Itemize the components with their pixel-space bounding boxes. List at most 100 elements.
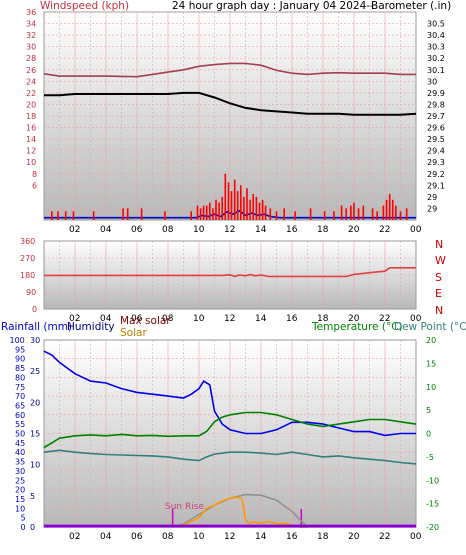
barometer-tick-label: 30.5 (427, 20, 445, 29)
gust-bar (224, 173, 227, 220)
gust-bar (190, 211, 192, 220)
temperature-tick-label: -10 (426, 476, 439, 485)
x-tick-label: 16 (286, 225, 298, 235)
x-tick-label: 22 (379, 532, 390, 542)
direction-tick-label: 0 (32, 305, 37, 314)
series-gust (43, 62, 416, 78)
gust-bar (122, 208, 124, 220)
x-tick-label: 10 (193, 225, 205, 235)
gust-bar (164, 211, 166, 220)
gust-bar (376, 211, 378, 220)
x-tick-label: 08 (162, 532, 174, 542)
gust-bar (230, 191, 233, 220)
temperature-tick-label: -15 (426, 500, 439, 509)
compass-w: W (435, 254, 446, 267)
x-tick-label: 14 (255, 532, 267, 542)
barometer-tick-label: 29.9 (427, 89, 445, 98)
x-tick-label: 12 (224, 314, 235, 324)
gust-bar (218, 202, 220, 220)
barometer-axis-title: Barometer (.in) (371, 0, 451, 12)
x-tick-label: 02 (69, 532, 80, 542)
x-tick-label: 00 (410, 225, 422, 235)
barometer-tick-label: 29.8 (427, 100, 445, 109)
x-tick-label: 08 (162, 225, 174, 235)
gust-bar (382, 205, 385, 220)
x-tick-label: 00 (410, 314, 422, 324)
direction-tick-label: 180 (20, 271, 35, 280)
barometer-tick-label: 30.4 (427, 31, 445, 40)
temperature-tick-label: -20 (426, 523, 439, 532)
x-tick-label: 06 (131, 532, 143, 542)
barometer-tick-label: 29.6 (427, 124, 445, 133)
temperature-tick-label: 15 (426, 359, 436, 368)
rainfall-tick-label: 75 (15, 383, 25, 392)
series-dew-point (43, 449, 417, 465)
barometer-tick-label: 29.3 (427, 158, 445, 167)
windspeed-tick-label: 30 (26, 43, 36, 52)
x-tick-label: 02 (69, 225, 80, 235)
direction-tick-label: 270 (20, 254, 35, 263)
barometer-tick-label: 29 (427, 204, 437, 213)
gust-bar (269, 208, 272, 220)
windspeed-tick-label: 24 (26, 77, 36, 86)
gust-bar (92, 211, 95, 220)
solar-tick-label: 20 (30, 398, 40, 407)
gust-bar (255, 196, 258, 220)
gust-bar (264, 205, 267, 220)
gust-bar (399, 211, 402, 220)
windspeed-tick-label: 32 (26, 31, 36, 40)
rainfall-tick-label: 55 (15, 420, 25, 429)
windspeed-tick-label: 34 (26, 20, 36, 29)
series-windspeed (44, 209, 416, 219)
rainfall-tick-label: 90 (15, 355, 25, 364)
gust-bar (371, 208, 374, 220)
windspeed-tick-label: 10 (26, 158, 36, 167)
gust-bar (126, 208, 129, 220)
humidity-axis-title: Humidity (67, 321, 115, 333)
compass-n-top: N (435, 238, 443, 251)
rainfall-tick-label: 40 (15, 448, 25, 457)
gust-bar (236, 191, 239, 220)
windspeed-tick-label: 28 (26, 54, 36, 63)
x-tick-label: 12 (224, 225, 235, 235)
solar-tick-label: 15 (30, 430, 40, 439)
rainfall-tick-label: 70 (15, 392, 25, 401)
gust-bar (388, 194, 391, 220)
gust-bar (221, 196, 223, 220)
windspeed-tick-label: 18 (26, 112, 36, 121)
rainfall-tick-label: 20 (15, 486, 25, 495)
rainfall-tick-label: 50 (15, 430, 25, 439)
series-max-solar (172, 493, 309, 528)
x-tick-label: 20 (348, 314, 360, 324)
x-tick-label: 06 (131, 225, 143, 235)
gust-bar (215, 199, 217, 220)
rainfall-tick-label: 85 (15, 364, 25, 373)
rainfall-tick-label: 10 (15, 504, 25, 513)
x-tick-label: 16 (286, 314, 298, 324)
x-tick-label: 08 (162, 314, 174, 324)
gust-bar (345, 208, 347, 220)
x-tick-label: 20 (348, 532, 360, 542)
direction-tick-label: 360 (20, 237, 35, 246)
windspeed-tick-label: 20 (26, 100, 36, 109)
gust-bar (340, 205, 343, 220)
gust-bar (64, 211, 67, 220)
gust-bar (362, 205, 365, 220)
barometer-tick-label: 30.1 (427, 66, 445, 75)
gust-bar (294, 211, 296, 220)
rainfall-tick-label: 35 (15, 458, 25, 467)
x-tick-label: 02 (69, 314, 80, 324)
series-wind-direction (44, 267, 416, 278)
gust-bar (209, 202, 211, 220)
x-tick-label: 18 (317, 314, 329, 324)
temperature-tick-label: 5 (426, 406, 431, 415)
x-tick-label: 14 (255, 225, 267, 235)
temperature-tick-label: -5 (426, 453, 434, 462)
solar-tick-label: 25 (30, 367, 40, 376)
rainfall-axis-title: Rainfall (mm) (1, 321, 72, 333)
x-tick-label: 04 (100, 225, 112, 235)
x-tick-label: 06 (131, 314, 143, 324)
x-tick-label: 04 (100, 314, 112, 324)
compass-s: S (435, 271, 442, 284)
